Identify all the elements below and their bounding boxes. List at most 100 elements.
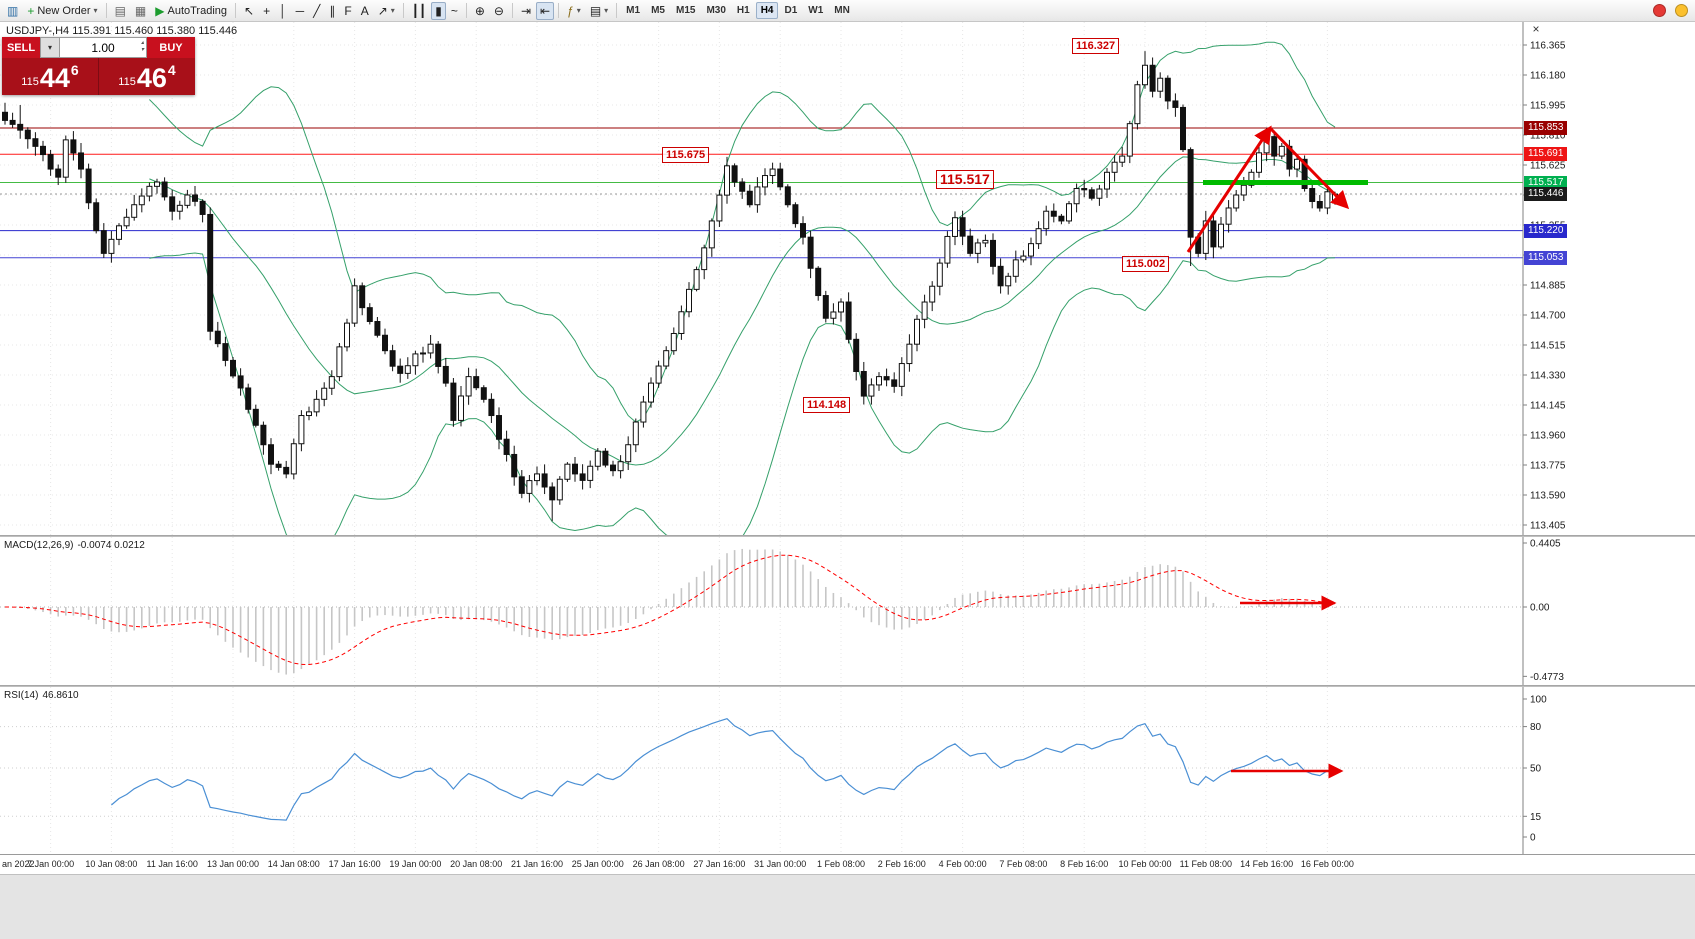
price-annotation[interactable]: 116.327 [1072, 38, 1120, 54]
stepper-down-icon[interactable]: ▾ [140, 46, 144, 53]
time-axis-label: 14 Feb 16:00 [1240, 859, 1294, 869]
one-click-dropdown[interactable]: ▾ [40, 37, 60, 58]
time-axis-label: 17 Jan 16:00 [328, 859, 381, 869]
time-axis-label: 27 Jan 16:00 [693, 859, 746, 869]
fibonacci-button[interactable]: F [340, 2, 355, 20]
svg-text:115.810: 115.810 [1530, 131, 1566, 142]
zoom-out-button[interactable]: ⊖ [490, 2, 508, 20]
crosshair-button[interactable]: + [259, 2, 274, 20]
macd-pane[interactable]: 0.4405 0.00 -0.4773 MACD(12,26,9) -0.0074 0… [0, 537, 1695, 685]
pane-separator[interactable] [0, 685, 1695, 687]
svg-text:113.775: 113.775 [1530, 461, 1566, 472]
arrow-tools-button[interactable]: ↗ ▾ [374, 2, 399, 20]
alert-icon[interactable] [1649, 2, 1670, 20]
trend-arrow[interactable] [1186, 125, 1272, 253]
equidistant-channel-button[interactable]: ∥ [325, 2, 339, 20]
rsi-label: RSI(14) 46.8610 [4, 690, 79, 701]
svg-text:80: 80 [1530, 722, 1542, 733]
vertical-grid [50, 22, 1328, 535]
rsi-pane[interactable]: 100 80 50 15 0 RSI(14) 46.8610 [0, 687, 1695, 854]
close-icon[interactable]: × [1532, 22, 1540, 36]
bid-prefix: 115 [21, 76, 39, 88]
new-order-button[interactable]: + New Order ▾ [23, 2, 101, 20]
time-axis-label: 14 Jan 08:00 [267, 859, 320, 869]
stepper-up-icon[interactable]: ▴ [140, 40, 144, 46]
vertical-line-button[interactable]: │ [275, 2, 291, 20]
zoom-in-icon: ⊕ [474, 3, 485, 18]
svg-text:114.330: 114.330 [1530, 371, 1566, 382]
timeframe-h1[interactable]: H1 [736, 5, 750, 16]
autotrading-icon: ▶ [155, 3, 165, 18]
community-icon [1675, 4, 1688, 17]
profiles-button[interactable]: ▤ [111, 2, 130, 20]
timeframe-mn[interactable]: MN [834, 5, 850, 16]
chart-shift-button[interactable]: ⇤ [536, 1, 555, 20]
new-chart-button[interactable]: ▥ [3, 2, 22, 20]
community-icon[interactable] [1671, 2, 1692, 20]
auto-scroll-button[interactable]: ⇥ [517, 2, 535, 20]
toolbar-separator [558, 3, 560, 18]
rsi-value: 46.8610 [42, 690, 79, 701]
trend-arrow[interactable] [1268, 126, 1350, 210]
main-chart-pane[interactable]: 116.365 116.180 115.995 115.810 115.625 115.4… [0, 22, 1695, 535]
price-annotation[interactable]: 115.517 [936, 170, 994, 189]
toolbar-separator [105, 3, 107, 18]
candlestick-chart-button[interactable]: ▮ [431, 1, 446, 20]
chevron-down-icon: ▾ [390, 6, 395, 15]
rsi-name: RSI(14) [4, 690, 39, 701]
time-axis[interactable]: an 2022 7 Jan 00:00 10 Jan 08:00 11 Jan 16:… [0, 854, 1695, 874]
macd-signal-line [4, 554, 1336, 666]
timeframe-h4[interactable]: H4 [755, 2, 779, 19]
horizontal-line-icon: ─ [295, 3, 305, 18]
timeframe-m30[interactable]: M30 [706, 5, 726, 16]
timeframe-w1[interactable]: W1 [808, 5, 824, 16]
tile-windows-button[interactable]: ▦ [131, 2, 150, 20]
cursor-button[interactable]: ↖ [240, 2, 258, 20]
price-annotation[interactable]: 114.148 [803, 397, 851, 413]
price-annotation[interactable]: 115.002 [1122, 256, 1170, 272]
ask-prefix: 115 [118, 76, 136, 88]
sell-price-panel[interactable]: 115 44 6 [2, 58, 98, 95]
templates-button[interactable]: ▤ ▾ [586, 2, 612, 20]
text-label-button[interactable]: A [357, 2, 373, 20]
timeframe-m1[interactable]: M1 [626, 5, 641, 16]
zoom-in-button[interactable]: ⊕ [471, 2, 489, 20]
timeframe-d1[interactable]: D1 [784, 5, 798, 16]
cursor-icon: ↖ [244, 3, 255, 18]
price-annotation[interactable]: 115.675 [662, 147, 710, 163]
time-axis-label: 11 Jan 16:00 [146, 859, 198, 869]
svg-text:113.960: 113.960 [1530, 431, 1566, 442]
toolbar-separator [616, 3, 618, 18]
bar-chart-button[interactable]: ┃┃ [408, 2, 430, 20]
timeframe-m15[interactable]: M15 [675, 5, 696, 16]
auto-scroll-icon: ⇥ [520, 3, 532, 18]
volume-input[interactable]: 1.00 ▴ ▾ [60, 37, 147, 58]
time-axis-label: 13 Jan 00:00 [206, 859, 260, 869]
new-chart-icon: ▥ [7, 3, 19, 18]
sell-button[interactable]: SELL [2, 37, 40, 58]
volume-stepper[interactable]: ▴ ▾ [141, 40, 144, 54]
buy-button[interactable]: BUY [147, 37, 195, 58]
indicators-button[interactable]: ƒ ▾ [563, 2, 585, 20]
toolbar-separator [511, 3, 513, 18]
autotrading-button[interactable]: ▶ AutoTrading [151, 2, 231, 20]
price-axis[interactable] [1523, 22, 1695, 535]
chart-title-text: USDJPY-,H4 115.391 115.460 115.380 115.4… [6, 25, 238, 37]
timeframe-m5[interactable]: M5 [651, 5, 665, 16]
pane-separator[interactable] [0, 535, 1695, 537]
horizontal-line-button[interactable]: ─ [292, 2, 309, 20]
new-order-icon: + [27, 3, 35, 18]
macd-label: MACD(12,26,9) -0.0074 0.0212 [4, 540, 145, 551]
time-axis-label: 19 Jan 00:00 [389, 859, 442, 869]
trendline-button[interactable]: ╱ [309, 2, 324, 20]
time-axis-label: 31 Jan 00:00 [754, 859, 807, 869]
price-axis-badge: 115.517 [1524, 175, 1568, 190]
line-chart-icon: ~ [450, 3, 458, 18]
vertical-grid [50, 537, 1328, 685]
chevron-down-icon: ▾ [576, 6, 581, 15]
line-chart-button[interactable]: ~ [447, 2, 462, 20]
time-axis-label: 8 Feb 16:00 [1060, 859, 1109, 869]
autotrading-button-label: AutoTrading [167, 4, 228, 17]
buy-price-panel[interactable]: 115 46 4 [98, 58, 195, 95]
